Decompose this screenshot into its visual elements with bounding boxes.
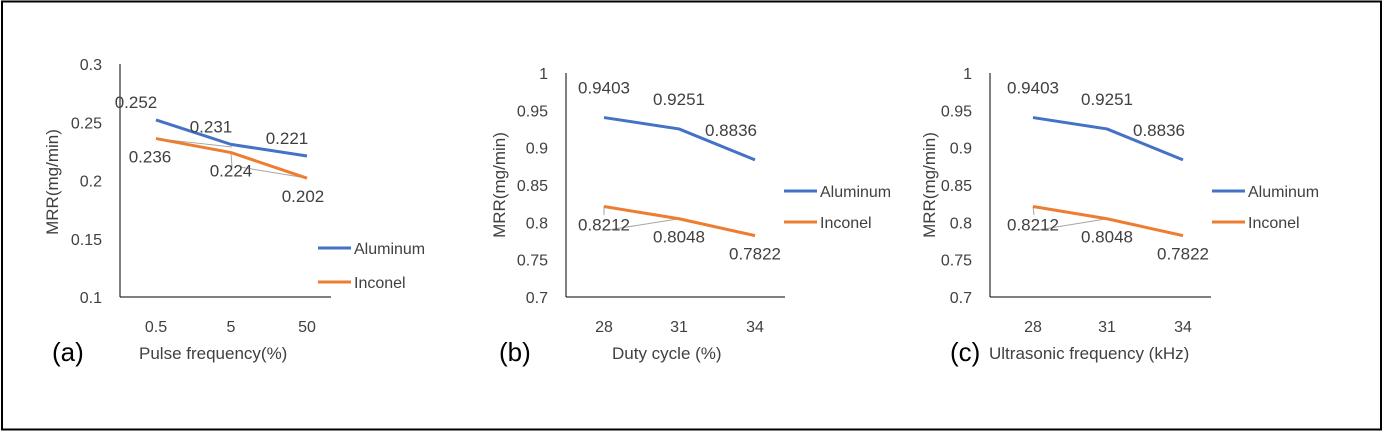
panel-a-data-label-inconel: 0.202 [282, 187, 325, 206]
panel-a-y-tick-label: 0.3 [80, 57, 102, 74]
panel-c-data-label-inconel: 0.8048 [1081, 228, 1133, 247]
panel-a-data-label-inconel: 0.236 [129, 148, 172, 167]
panel-c-x-tick-label: 31 [1098, 319, 1116, 336]
panel-c-x-tick-label: 28 [1024, 319, 1042, 336]
panel-a-data-label-aluminum: 0.221 [266, 129, 309, 148]
panel-b-x-tick-label: 28 [595, 319, 613, 336]
panel-c-legend-aluminum: Aluminum [1248, 184, 1319, 201]
panel-a-ylabel: MRR(mg/min) [43, 129, 62, 235]
panel-c-series-inconel-line [1032, 205, 1184, 238]
panel-a-legend-aluminum: Aluminum [354, 241, 425, 258]
panel-a-data-label-aluminum: 0.252 [115, 93, 158, 112]
panel-c-y-tick-label: 0.95 [941, 103, 972, 120]
panel-c-y-tick-label: 0.9 [950, 141, 972, 158]
panel-b: (b) Duty cycle (%) MRR(mg/min) Aluminum … [490, 132, 891, 367]
panel-a-y-tick-label: 0.2 [80, 174, 102, 191]
panel-c-data-label-inconel: 0.7822 [1157, 245, 1209, 264]
panel-c-data-label-aluminum: 0.8836 [1133, 121, 1185, 140]
panel-b-x-tick-label: 34 [746, 319, 764, 336]
panel-b-y-tick-label: 0.7 [526, 290, 548, 307]
panel-c-y-tick-label: 0.85 [941, 178, 972, 195]
panel-a-data-label-aluminum: 0.231 [190, 117, 233, 136]
panel-b-y-tick-label: 0.8 [526, 215, 548, 232]
panel-a-label: (a) [52, 337, 84, 367]
panel-b-series-inconel-line [603, 205, 756, 238]
panel-a-leader-line [230, 152, 233, 168]
panel-b-y-tick-label: 0.85 [517, 178, 548, 195]
panel-b-data-label-inconel: 0.8212 [578, 216, 630, 235]
panel-c-data-label-aluminum: 0.9403 [1007, 79, 1059, 98]
panel-a-data-label-inconel: 0.224 [210, 162, 253, 181]
panel-c-x-tick-label: 34 [1174, 319, 1192, 336]
panel-a-leader-line [239, 166, 308, 179]
panel-a: (a) Pulse frequency(%) MRR(mg/min) Alumi… [43, 129, 425, 367]
panel-b-y-tick-label: 1 [539, 66, 548, 83]
panel-a-y-tick-label: 0.25 [71, 115, 102, 132]
panel-c-legend-inconel: Inconel [1248, 215, 1300, 232]
panel-b-data-label-aluminum: 0.9251 [653, 90, 705, 109]
panel-b-leader-line [607, 218, 680, 231]
panel-b-legend-aluminum: Aluminum [820, 184, 891, 201]
panel-c-y-tick-label: 1 [963, 66, 972, 83]
panel-c-ylabel: MRR(mg/min) [920, 132, 939, 238]
panel-c-series-aluminum-line [1032, 116, 1184, 162]
panel-b-data-label-inconel: 0.8048 [653, 228, 705, 247]
panel-b-y-tick-label: 0.75 [517, 253, 548, 270]
panel-c-y-tick-label: 0.7 [950, 290, 972, 307]
panel-b-label: (b) [499, 337, 531, 367]
panel-a-xlabel: Pulse frequency(%) [139, 344, 287, 363]
panel-b-y-tick-label: 0.95 [517, 103, 548, 120]
panel-b-legend-inconel: Inconel [820, 215, 872, 232]
panel-b-x-tick-label: 31 [670, 319, 688, 336]
panel-b-data-label-aluminum: 0.8836 [705, 121, 757, 140]
panel-c: (c) Ultrasonic frequency (kHz) MRR(mg/mi… [920, 132, 1319, 367]
panel-b-data-label-inconel: 0.7822 [729, 245, 781, 264]
panel-c-xlabel: Ultrasonic frequency (kHz) [989, 344, 1189, 363]
panel-c-y-tick-label: 0.75 [941, 253, 972, 270]
panel-a-legend-inconel: Inconel [354, 275, 406, 292]
panel-b-ylabel: MRR(mg/min) [490, 132, 509, 238]
panel-b-y-tick-label: 0.9 [526, 141, 548, 158]
panel-c-data-label-inconel: 0.8212 [1007, 216, 1059, 235]
panel-a-x-tick-label: 5 [227, 319, 236, 336]
panel-c-leader-line [1037, 218, 1108, 231]
panel-a-x-tick-label: 0.5 [145, 319, 167, 336]
panel-b-xlabel: Duty cycle (%) [612, 344, 722, 363]
panel-b-series-aluminum-line [603, 116, 756, 162]
panel-c-data-label-aluminum: 0.9251 [1081, 90, 1133, 109]
panel-b-data-label-aluminum: 0.9403 [578, 79, 630, 98]
panel-a-series-inconel-line [155, 137, 308, 180]
panel-a-y-tick-label: 0.1 [80, 290, 102, 307]
panel-c-y-tick-label: 0.8 [950, 215, 972, 232]
panel-a-x-tick-label: 50 [298, 319, 316, 336]
panel-a-y-tick-label: 0.15 [71, 232, 102, 249]
panel-c-label: (c) [950, 337, 980, 367]
panel-a-series-aluminum-line [155, 118, 308, 158]
